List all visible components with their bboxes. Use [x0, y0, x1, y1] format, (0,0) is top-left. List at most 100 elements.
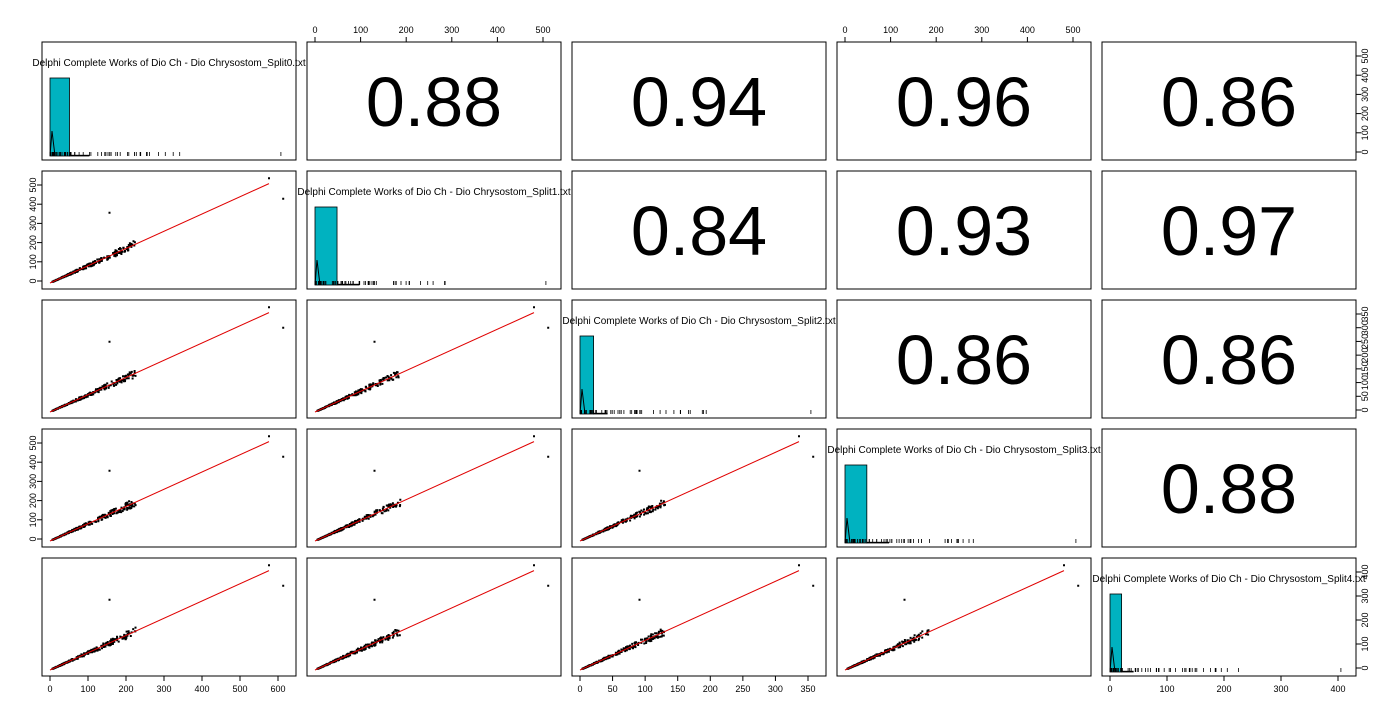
left-tick-label-3-0: 0 [28, 536, 38, 541]
left-tick-label-1-1: 100 [28, 254, 38, 269]
panel-frame-2-0 [41, 299, 297, 419]
fit-line-4-3 [844, 570, 1065, 671]
panel-frame-2-4 [1101, 299, 1357, 419]
fit-line-2-1 [314, 312, 535, 413]
correlation-value-1-2: 0.84 [631, 192, 767, 270]
panel-frame-4-1 [306, 557, 562, 677]
panel-frame-0-0 [41, 41, 297, 161]
left-tick-label-3-2: 200 [28, 493, 38, 508]
rug-ticks-4 [1109, 668, 1342, 672]
right-tick-label-2-7: 350 [1360, 306, 1370, 321]
left-tick-label-3-3: 300 [28, 474, 38, 489]
variable-label-2: Delphi Complete Works of Dio Ch - Dio Ch… [562, 316, 835, 327]
rug-ticks-2 [579, 410, 812, 414]
correlation-value-0-2: 0.94 [631, 63, 767, 141]
density-line-4 [1109, 646, 1116, 673]
variable-label-1: Delphi Complete Works of Dio Ch - Dio Ch… [297, 187, 570, 198]
panel-frame-0-2 [571, 41, 827, 161]
hist-bar-4-1 [1121, 670, 1134, 673]
bottom-axis-0: 0 100 200 300 400 500 600 [47, 676, 286, 694]
top-axis-1: 0 100 200 300 400 500 [312, 25, 551, 42]
panel-frame-4-2 [571, 557, 827, 677]
panel-frame-1-2 [571, 170, 827, 290]
fit-line-3-2 [579, 441, 800, 542]
fit-line-3-0 [49, 441, 270, 542]
right-tick-label-4-2: 200 [1360, 612, 1370, 627]
right-axis-0: 0 100 200 300 400 500 [1356, 48, 1370, 155]
variable-label-4: Delphi Complete Works of Dio Ch - Dio Ch… [1092, 574, 1365, 585]
bottom-tick-label-2-2: 100 [638, 684, 653, 694]
left-tick-label-3-5: 500 [28, 435, 38, 450]
bottom-tick-label-0-6: 600 [270, 684, 285, 694]
right-tick-label-2-3: 150 [1360, 361, 1370, 376]
hist-bar-2-0 [579, 335, 595, 415]
variable-label-0: Delphi Complete Works of Dio Ch - Dio Ch… [32, 58, 305, 69]
bottom-tick-label-0-5: 500 [232, 684, 247, 694]
left-tick-label-1-2: 200 [28, 235, 38, 250]
rug-ticks-0 [49, 152, 282, 156]
bottom-tick-label-0-2: 200 [118, 684, 133, 694]
top-tick-label-1-5: 500 [535, 25, 550, 35]
hist-bar-3-1 [866, 541, 890, 544]
hist-bar-3-0 [844, 464, 868, 544]
top-axis-3: 0 100 200 300 400 500 [842, 25, 1081, 42]
panel-frame-3-4 [1101, 428, 1357, 548]
top-tick-label-3-2: 200 [929, 25, 944, 35]
left-tick-label-3-1: 100 [28, 512, 38, 527]
right-tick-label-0-5: 500 [1360, 48, 1370, 63]
right-tick-label-0-2: 200 [1360, 106, 1370, 121]
fit-line-1-0 [49, 183, 270, 284]
panel-frame-1-4 [1101, 170, 1357, 290]
left-tick-label-1-3: 300 [28, 216, 38, 231]
left-tick-label-1-4: 400 [28, 197, 38, 212]
fit-line-3-1 [314, 441, 535, 542]
panel-frame-0-4 [1101, 41, 1357, 161]
top-tick-label-1-0: 0 [312, 25, 317, 35]
top-tick-label-3-0: 0 [842, 25, 847, 35]
left-tick-label-1-5: 500 [28, 177, 38, 192]
right-tick-label-2-4: 200 [1360, 348, 1370, 363]
panel-frame-2-2 [571, 299, 827, 419]
density-line-0 [49, 130, 56, 157]
correlation-value-1-4: 0.97 [1161, 192, 1297, 270]
bottom-tick-label-2-4: 200 [703, 684, 718, 694]
bottom-tick-label-2-3: 150 [670, 684, 685, 694]
correlation-value-2-3: 0.86 [896, 321, 1032, 399]
panel-frame-3-2 [571, 428, 827, 548]
right-tick-label-4-4: 400 [1360, 564, 1370, 579]
right-tick-label-0-1: 100 [1360, 125, 1370, 140]
panel-frame-3-1 [306, 428, 562, 548]
bottom-tick-label-0-0: 0 [47, 684, 52, 694]
top-tick-label-3-4: 400 [1020, 25, 1035, 35]
bottom-tick-label-2-1: 50 [608, 684, 618, 694]
right-tick-label-0-0: 0 [1360, 149, 1370, 154]
correlation-value-0-4: 0.86 [1161, 63, 1297, 141]
top-tick-label-3-1: 100 [883, 25, 898, 35]
fit-line-4-0 [49, 570, 270, 671]
panel-frame-2-3 [836, 299, 1092, 419]
top-tick-label-3-3: 300 [974, 25, 989, 35]
fit-line-4-2 [579, 570, 800, 671]
right-tick-label-2-5: 250 [1360, 334, 1370, 349]
bottom-axis-4: 0 100 200 300 400 [1107, 676, 1346, 694]
bottom-tick-label-0-1: 100 [80, 684, 95, 694]
top-tick-label-1-4: 400 [490, 25, 505, 35]
panel-frame-4-0 [41, 557, 297, 677]
density-line-1 [314, 259, 321, 286]
correlation-value-3-4: 0.88 [1161, 450, 1297, 528]
panel-frame-2-1 [306, 299, 562, 419]
bottom-tick-label-0-3: 300 [156, 684, 171, 694]
correlation-value-2-4: 0.86 [1161, 321, 1297, 399]
bottom-tick-label-4-3: 300 [1273, 684, 1288, 694]
correlation-value-0-1: 0.88 [366, 63, 502, 141]
left-axis-1: 0 100 200 300 400 500 [28, 177, 42, 284]
hist-bar-0-0 [49, 77, 70, 157]
right-axis-4: 0 100 200 300 400 [1356, 564, 1370, 671]
bottom-tick-label-2-0: 0 [577, 684, 582, 694]
fit-line-4-1 [314, 570, 535, 671]
top-tick-label-1-2: 200 [399, 25, 414, 35]
correlation-value-0-3: 0.96 [896, 63, 1032, 141]
bottom-tick-label-0-4: 400 [194, 684, 209, 694]
top-tick-label-1-1: 100 [353, 25, 368, 35]
